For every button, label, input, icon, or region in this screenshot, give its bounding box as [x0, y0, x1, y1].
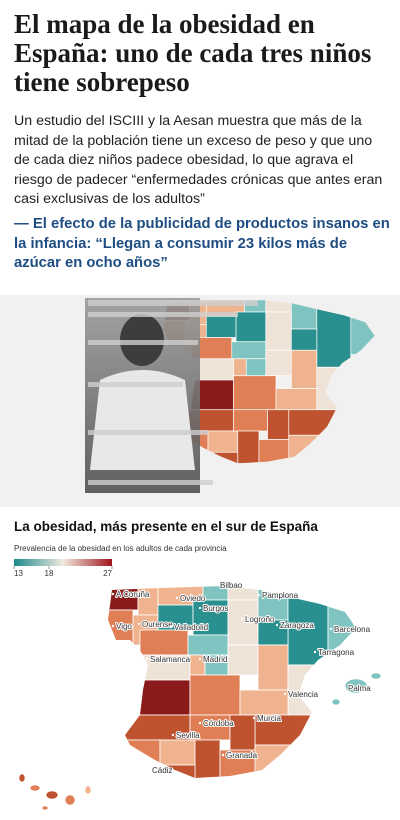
city-dot [343, 686, 347, 690]
city-dot [145, 657, 149, 661]
islands [18, 672, 382, 811]
legend-label: 18 [45, 569, 54, 578]
city-label: Zaragoza [280, 621, 314, 630]
city-dot [198, 657, 202, 661]
city-label: Bilbao [220, 581, 243, 590]
city-label: Ourense [142, 620, 173, 629]
city-label: Barcelona [334, 625, 371, 634]
legend-label: 13 [14, 569, 23, 578]
city-dot [221, 753, 225, 757]
city-label: Cádiz [152, 766, 172, 775]
city-label: Murcia [257, 714, 282, 723]
city-label: Salamanca [150, 655, 191, 664]
city-dot [329, 627, 333, 631]
city-dot [171, 733, 175, 737]
city-dot [313, 650, 317, 654]
city-dot [175, 596, 179, 600]
headline: El mapa de la obesidad en España: uno de… [14, 9, 372, 97]
map-title: La obesidad, más presente en el sur de E… [14, 519, 318, 534]
city-label: Tarragona [318, 648, 355, 657]
city-label: Vigo [116, 622, 132, 631]
city-label: Burgos [203, 604, 228, 613]
city-label: Pamplona [262, 591, 299, 600]
city-dot [147, 768, 151, 772]
city-dot [137, 622, 141, 626]
city-label: Valencia [288, 690, 319, 699]
city-dot [111, 592, 115, 596]
photo-bars [88, 300, 258, 485]
legend-bar [14, 559, 112, 566]
city-label: A Coruña [116, 590, 150, 599]
city-dot [240, 617, 244, 621]
city-label: Logroño [245, 615, 275, 624]
city-dot [215, 583, 219, 587]
photo-body [90, 370, 195, 470]
city-label: Madrid [203, 655, 227, 664]
city-dot [252, 716, 256, 720]
lead: Un estudio del ISCIII y la Aesan muestra… [14, 113, 383, 207]
map-subtitle: Prevalencia de la obesidad en los adulto… [14, 544, 227, 553]
related-link[interactable]: — El efecto de la publicidad de producto… [14, 216, 390, 271]
city-dot [111, 624, 115, 628]
city-label: Palma [348, 684, 371, 693]
city-dot [198, 606, 202, 610]
city-dot [283, 692, 287, 696]
city-label: Sevilla [176, 731, 200, 740]
legend-label: 27 [103, 569, 112, 578]
city-dot [169, 625, 173, 629]
city-dot [198, 721, 202, 725]
city-label: Granada [226, 751, 258, 760]
city-label: Oviedo [180, 594, 206, 603]
city-label: Valladolid [174, 623, 208, 632]
city-dot [275, 623, 279, 627]
city-label: Córdoba [203, 719, 234, 728]
city-dot [257, 593, 261, 597]
